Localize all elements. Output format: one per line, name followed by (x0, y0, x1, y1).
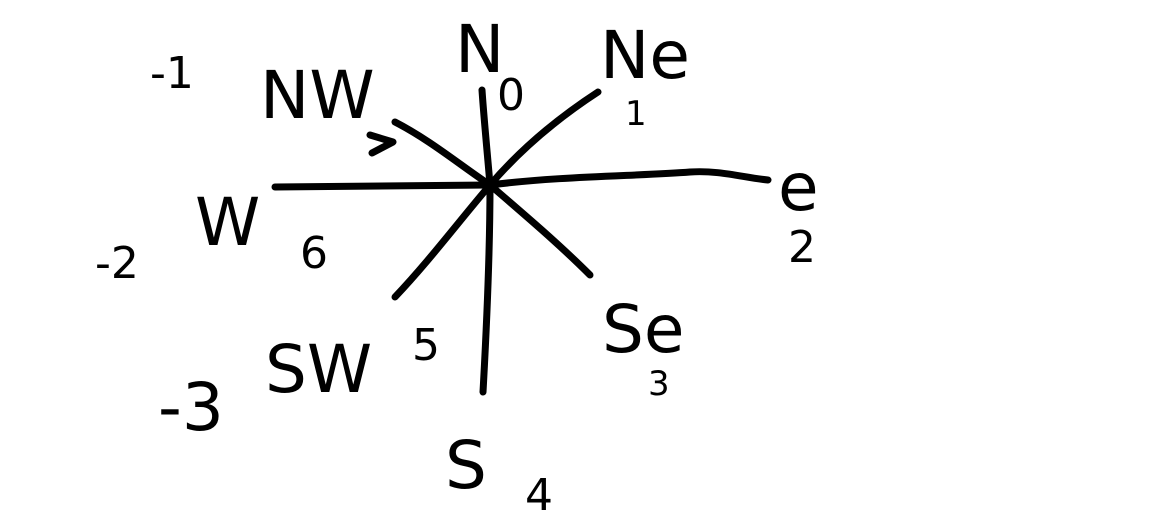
direction-labels: N 0 Ne 1 e 2 Se 3 S 4 SW 5 W 6 NW (195, 11, 819, 521)
label-w: W (195, 184, 260, 261)
spoke-east (486, 168, 772, 189)
spoke-north (478, 86, 494, 189)
negative-numbers: -1 -2 -3 (95, 48, 224, 446)
compass-spokes (271, 86, 772, 396)
negative-number-w: -2 (95, 238, 139, 289)
spoke-northwest (391, 118, 494, 189)
label-e: e (778, 149, 819, 226)
label-n: N (455, 11, 504, 88)
number-sw: 5 (412, 320, 440, 371)
label-ne: Ne (600, 17, 690, 94)
compass-center-dot (483, 178, 497, 192)
label-nw: NW (260, 57, 375, 134)
nw-arrow-mark (366, 131, 397, 157)
label-se: Se (602, 291, 685, 368)
negative-number-sw: -3 (158, 369, 224, 446)
spoke-south (479, 181, 494, 396)
number-w: 6 (300, 228, 328, 279)
spoke-northeast (486, 88, 602, 189)
number-e: 2 (788, 222, 816, 273)
spoke-southeast (486, 181, 594, 279)
label-sw: SW (265, 331, 372, 408)
number-ne: 1 (625, 94, 647, 134)
negative-number-nw: -1 (150, 48, 194, 99)
number-se: 3 (648, 364, 670, 404)
spoke-west (271, 181, 494, 191)
number-s: 4 (525, 470, 553, 521)
spoke-southwest (391, 181, 494, 301)
label-s: S (445, 427, 487, 504)
number-n: 0 (497, 70, 525, 121)
